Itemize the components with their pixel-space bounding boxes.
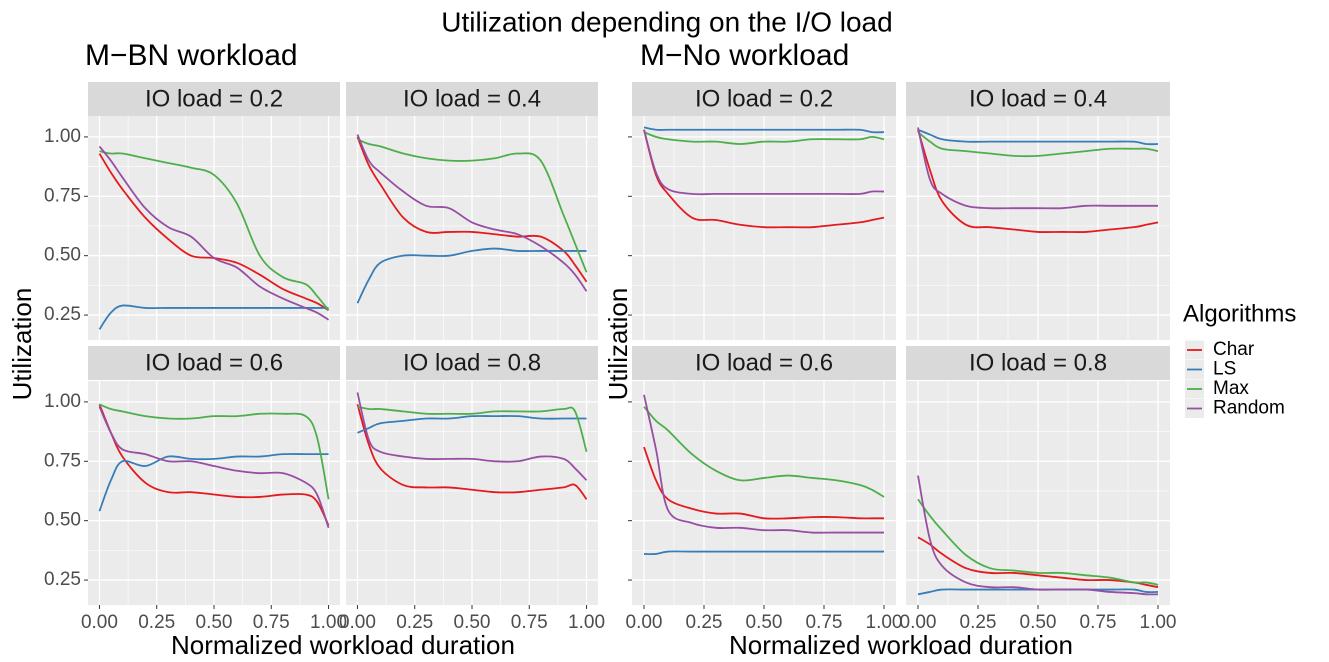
x-tick-label: 1.00 <box>568 612 605 633</box>
strip <box>88 82 340 116</box>
strip <box>906 346 1170 380</box>
series-line <box>98 403 330 526</box>
x-tick-label: 0.75 <box>1080 612 1117 633</box>
series-line <box>917 475 1159 596</box>
x-tick-label: 0.00 <box>626 612 663 633</box>
series-line <box>98 453 329 512</box>
series-line <box>99 150 330 311</box>
x-tick-label: 0.75 <box>806 612 843 633</box>
x-axis-title: Normalized workload duration <box>171 630 515 660</box>
strip <box>632 346 896 380</box>
series-line <box>99 403 330 500</box>
x-tick-label: 0.00 <box>900 612 937 633</box>
strip <box>346 82 598 116</box>
legend-label: Random <box>1213 398 1285 419</box>
series-line <box>643 406 885 498</box>
strip-label: IO load = 0.2 <box>145 85 283 112</box>
x-tick-label: 0.25 <box>686 612 723 633</box>
x-tick-label: 0.50 <box>454 612 491 633</box>
x-tick-label: 1.00 <box>310 612 347 633</box>
strip-label: IO load = 0.8 <box>403 349 541 376</box>
series-line <box>917 498 1159 586</box>
y-tick-label: 0.50 <box>44 245 81 266</box>
x-tick-label: 0.50 <box>196 612 233 633</box>
chart-title: M−BN workload <box>85 39 298 72</box>
chart-title: M−No workload <box>640 39 849 72</box>
series-line <box>917 127 1158 210</box>
x-tick-label: 0.75 <box>253 612 290 633</box>
strip-label: IO load = 0.4 <box>969 85 1107 112</box>
strip-label: IO load = 0.8 <box>969 349 1107 376</box>
y-tick-label: 1.00 <box>44 126 81 147</box>
x-tick-label: 0.75 <box>511 612 548 633</box>
x-tick-label: 0.00 <box>339 612 376 633</box>
strip <box>88 346 340 380</box>
series-line <box>917 129 1159 233</box>
main-title: Utilization depending on the I/O load <box>441 6 892 37</box>
x-tick-label: 0.25 <box>396 612 433 633</box>
strip <box>346 346 598 380</box>
legend-title: Algorithms <box>1183 300 1296 327</box>
y-axis-title: Utilization <box>603 288 633 401</box>
series-line <box>917 131 1159 158</box>
series-line <box>357 138 588 273</box>
series-line <box>356 404 588 500</box>
strip-label: IO load = 0.4 <box>403 85 541 112</box>
series-line <box>643 394 884 534</box>
series-line <box>643 129 885 229</box>
series-line <box>917 128 1159 146</box>
strip <box>632 82 896 116</box>
series-line <box>357 415 587 434</box>
y-tick-label: 1.00 <box>44 391 81 412</box>
x-tick-label: 1.00 <box>1140 612 1177 633</box>
series-line <box>643 446 884 520</box>
series-line <box>643 550 884 556</box>
series-line <box>98 145 330 321</box>
y-tick-label: 0.25 <box>44 304 81 325</box>
x-tick-label: 0.50 <box>746 612 783 633</box>
legend-label: Char <box>1213 339 1255 360</box>
x-axis-title: Normalized workload duration <box>729 630 1073 660</box>
y-tick-label: 0.25 <box>44 569 81 590</box>
series-line <box>357 405 588 453</box>
x-tick-label: 0.50 <box>1020 612 1057 633</box>
y-axis-title: Utilization <box>7 288 37 401</box>
series-line <box>356 392 588 481</box>
strip-label: IO load = 0.6 <box>145 349 283 376</box>
y-tick-label: 0.75 <box>44 450 81 471</box>
legend-label: LS <box>1213 359 1236 380</box>
strip-label: IO load = 0.6 <box>695 349 833 376</box>
series-line <box>643 126 885 134</box>
y-tick-label: 0.50 <box>44 510 81 531</box>
series-line <box>356 134 588 292</box>
series-line <box>98 406 330 529</box>
series-line <box>356 247 587 304</box>
strip <box>906 82 1170 116</box>
x-tick-label: 1.00 <box>866 612 903 633</box>
series-line <box>643 129 885 196</box>
series-line <box>643 131 885 145</box>
y-tick-label: 0.75 <box>44 185 81 206</box>
x-tick-label: 0.00 <box>81 612 118 633</box>
x-tick-label: 0.25 <box>960 612 997 633</box>
legend-label: Max <box>1213 378 1249 399</box>
x-tick-label: 0.25 <box>138 612 175 633</box>
strip-label: IO load = 0.2 <box>695 85 833 112</box>
